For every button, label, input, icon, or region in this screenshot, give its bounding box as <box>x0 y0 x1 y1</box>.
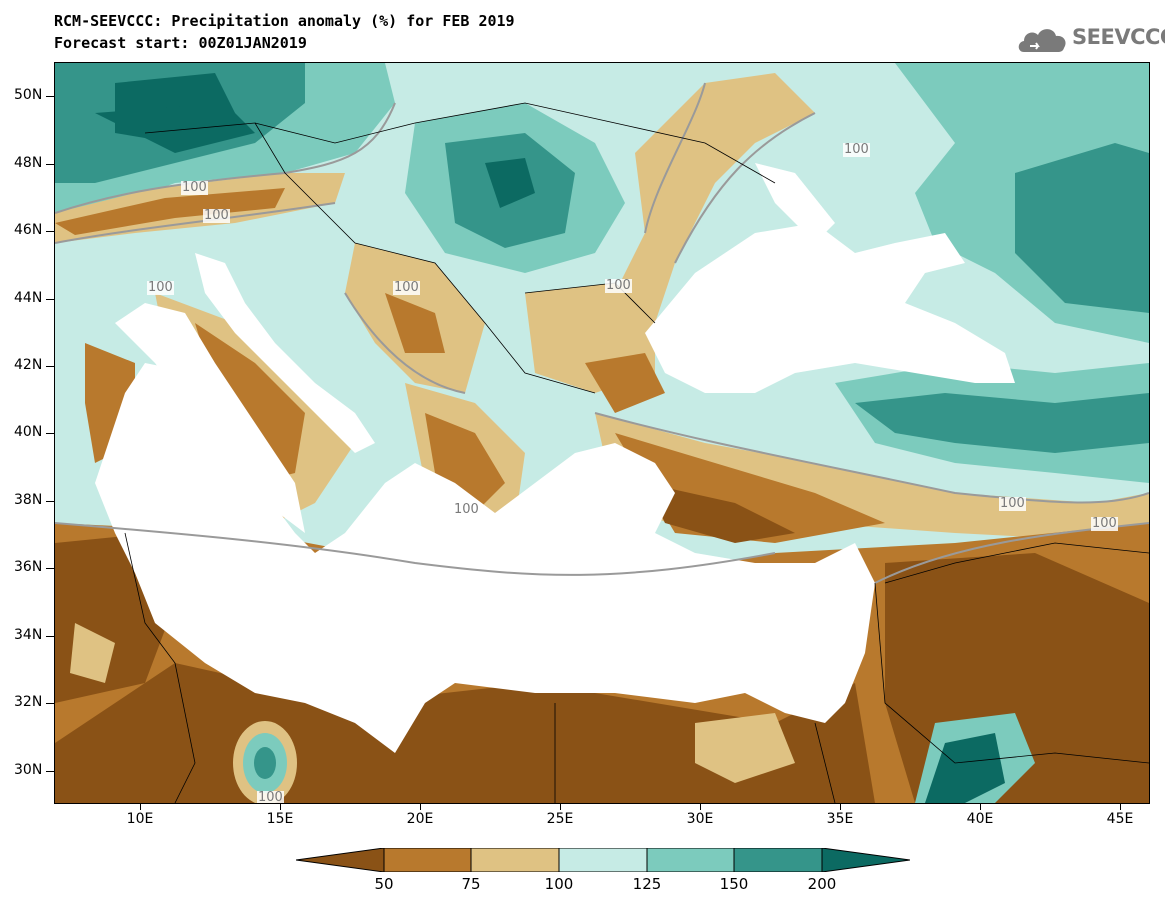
lat-tick <box>46 703 54 704</box>
lat-tick <box>46 231 54 232</box>
colorbar-label: 100 <box>544 875 574 893</box>
lat-label: 32N <box>14 694 43 710</box>
colorbar-75-100 <box>470 848 560 872</box>
lon-tick <box>980 803 981 810</box>
lat-tick <box>46 636 54 637</box>
colorbar-100-125 <box>558 848 648 872</box>
lat-tick <box>46 771 54 772</box>
lon-label: 35E <box>826 811 854 827</box>
lon-label: 20E <box>406 811 434 827</box>
lat-tick <box>46 366 54 367</box>
colorbar-label: 150 <box>719 875 749 893</box>
lat-tick <box>46 96 54 97</box>
contour-100-lines <box>55 82 1149 584</box>
contour-label: 100 <box>393 280 420 295</box>
colorbar-125-150 <box>646 848 735 872</box>
seevccc-logo: SEEVCCC <box>1016 22 1165 58</box>
contour-label: 100 <box>203 208 230 223</box>
lon-label: 40E <box>966 811 994 827</box>
logo-text: SEEVCCC <box>1072 25 1165 49</box>
colorbar-below-50 <box>296 848 385 872</box>
lat-tick <box>46 164 54 165</box>
lon-tick <box>1120 803 1121 810</box>
lat-label: 44N <box>14 290 43 306</box>
lat-tick <box>46 299 54 300</box>
lat-tick <box>46 568 54 569</box>
lat-label: 50N <box>14 87 43 103</box>
lat-label: 48N <box>14 155 43 171</box>
colorbar-label: 125 <box>632 875 662 893</box>
lon-tick <box>700 803 701 810</box>
lat-label: 38N <box>14 492 43 508</box>
contour-label: 100 <box>181 180 208 195</box>
lat-label: 46N <box>14 222 43 238</box>
map-title: RCM-SEEVCCC: Precipitation anomaly (%) f… <box>54 12 515 30</box>
lon-label: 30E <box>686 811 714 827</box>
contour-label: 100 <box>453 502 480 517</box>
lon-label: 45E <box>1106 811 1134 827</box>
precipitation-map: 100 100 100 100 100 100 100 100 100 100 <box>54 62 1150 804</box>
colorbar-150-200 <box>733 848 823 872</box>
anomaly-field <box>55 63 1149 803</box>
lon-tick <box>280 803 281 810</box>
lat-label: 36N <box>14 559 43 575</box>
contour-label: 100 <box>999 496 1026 511</box>
lon-label: 10E <box>126 811 154 827</box>
lat-label: 34N <box>14 627 43 643</box>
contour-label: 100 <box>257 790 284 804</box>
lat-label: 42N <box>14 357 43 373</box>
colorbar-label: 50 <box>374 875 394 893</box>
lon-tick <box>840 803 841 810</box>
contour-label: 100 <box>147 280 174 295</box>
colorbar-label: 200 <box>807 875 837 893</box>
lat-label: 40N <box>14 424 43 440</box>
contour-label: 100 <box>1091 516 1118 531</box>
cloud-logo-icon <box>1018 29 1066 52</box>
contour-label: 100 <box>605 278 632 293</box>
lon-tick <box>560 803 561 810</box>
lon-label: 25E <box>546 811 574 827</box>
lat-tick <box>46 501 54 502</box>
lat-label: 30N <box>14 762 43 778</box>
colorbar-50-75 <box>383 848 472 872</box>
lon-tick <box>420 803 421 810</box>
lon-label: 15E <box>266 811 294 827</box>
forecast-start-subtitle: Forecast start: 00Z01JAN2019 <box>54 34 307 52</box>
contour-label: 100 <box>843 142 870 157</box>
borders <box>124 102 1149 803</box>
colorbar-above-200 <box>821 848 910 872</box>
lon-tick <box>140 803 141 810</box>
colorbar-label: 75 <box>461 875 481 893</box>
lat-tick <box>46 433 54 434</box>
colorbar <box>296 848 910 872</box>
